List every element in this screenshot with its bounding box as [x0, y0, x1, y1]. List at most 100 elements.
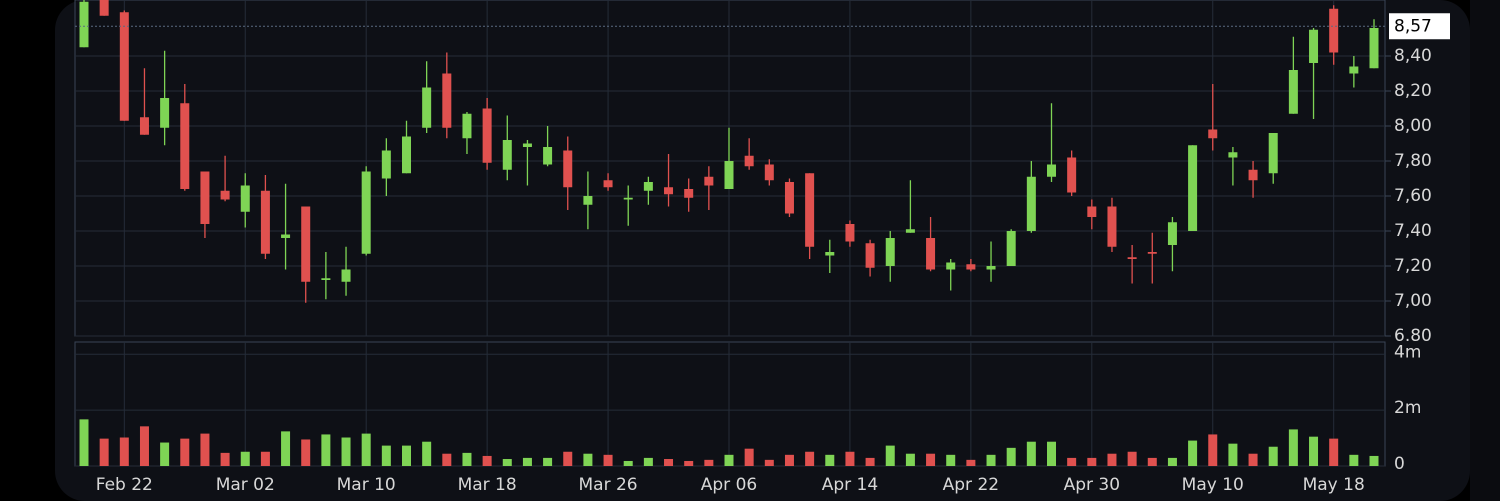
x-tick-label: Apr 22 — [943, 475, 999, 495]
volume-bar — [1147, 457, 1157, 466]
candle-body — [805, 173, 815, 247]
volume-bar — [926, 453, 936, 466]
y-tick-label: 8,40 — [1394, 46, 1432, 66]
volume-bar — [845, 451, 855, 466]
y-tick-label: 8,00 — [1394, 116, 1432, 136]
x-tick-label: May 10 — [1182, 475, 1244, 495]
last-price-box — [1389, 13, 1450, 40]
volume-bar — [1309, 436, 1319, 466]
volume-bar — [200, 433, 210, 466]
x-tick-label: Feb 22 — [96, 475, 153, 495]
candle-body — [341, 269, 351, 282]
y-tick-label: 6.80 — [1394, 326, 1432, 346]
candle-body — [99, 0, 109, 16]
candle-body — [583, 196, 593, 205]
volume-bar — [1329, 438, 1339, 466]
candle-body — [563, 150, 573, 188]
x-tick-label: Apr 30 — [1064, 475, 1120, 495]
candle-body — [1147, 252, 1157, 254]
volume-bar — [99, 438, 109, 466]
y-tick-label: 8,20 — [1394, 81, 1432, 101]
volume-bar — [361, 433, 371, 466]
candle-body — [281, 234, 291, 238]
x-tick-label: May 18 — [1303, 475, 1365, 495]
x-tick-label: Mar 02 — [216, 475, 275, 495]
volume-bar — [281, 431, 291, 466]
volume-bar — [341, 437, 351, 466]
candle-body — [200, 171, 210, 224]
candle-body — [1228, 152, 1238, 158]
candle-body — [220, 190, 230, 200]
candle-body — [643, 182, 653, 191]
volume-bar — [805, 451, 815, 466]
volume-bar — [966, 459, 976, 466]
volume-bar — [1026, 441, 1036, 466]
volume-bar — [1188, 440, 1198, 466]
candle-body — [442, 73, 452, 128]
volume-bar — [139, 426, 149, 466]
candle-body — [180, 103, 190, 189]
volume-bar — [986, 454, 996, 466]
candle-body — [744, 155, 754, 167]
candle-body — [684, 189, 694, 198]
candle-body — [240, 185, 250, 212]
volume-bar — [623, 460, 633, 466]
volume-bar — [79, 419, 89, 466]
candle-body — [79, 1, 89, 48]
volume-bar — [1067, 457, 1077, 466]
candle-body — [482, 108, 492, 163]
volume-bar — [1167, 457, 1177, 466]
candle-body — [603, 180, 613, 188]
volume-bar — [724, 454, 734, 466]
volume-bar — [825, 454, 835, 466]
candle-body — [1006, 231, 1016, 266]
volume-bar — [462, 452, 472, 466]
y-tick-label: 7,20 — [1394, 256, 1432, 276]
candle-body — [845, 224, 855, 242]
volume-bar — [1208, 434, 1218, 466]
volume-bar — [1268, 446, 1278, 466]
volume-bar — [865, 457, 875, 466]
volume-bar — [1349, 454, 1359, 466]
candle-body — [1026, 176, 1036, 231]
volume-bar — [1369, 455, 1379, 466]
volume-bar — [260, 451, 270, 466]
volume-bar — [946, 454, 956, 466]
volume-bar — [603, 454, 613, 466]
candle-body — [160, 98, 170, 128]
volume-bar — [422, 441, 432, 466]
candle-body — [1188, 145, 1198, 231]
volume-bar — [160, 442, 170, 466]
volume-bar — [381, 445, 391, 466]
candle-body — [502, 140, 512, 170]
candle-body — [260, 190, 270, 254]
volume-bar — [664, 459, 674, 466]
y-tick-label: 7,60 — [1394, 186, 1432, 206]
x-tick-label: Apr 06 — [701, 475, 757, 495]
candle-body — [1087, 206, 1097, 217]
candle-body — [764, 164, 774, 181]
x-tick-label: Mar 10 — [337, 475, 396, 495]
volume-bar — [1087, 457, 1097, 466]
candle-body — [462, 113, 472, 139]
candle-body — [1309, 29, 1319, 63]
volume-bar — [1107, 453, 1117, 466]
volume-bar — [764, 459, 774, 466]
candle-body — [664, 187, 674, 195]
volume-bar — [301, 439, 311, 466]
volume-bar — [1006, 447, 1016, 466]
candle-body — [1268, 133, 1278, 174]
candle-body — [825, 252, 835, 256]
volume-bar — [744, 448, 754, 466]
candle-body — [926, 238, 936, 270]
volume-bar — [522, 457, 532, 466]
candle-body — [522, 143, 532, 147]
volume-bar — [1288, 429, 1298, 466]
volume-bar — [905, 453, 915, 466]
candle-body — [905, 229, 915, 233]
y-tick-label: 7,40 — [1394, 221, 1432, 241]
volume-bar — [684, 460, 694, 466]
volume-bar — [1228, 443, 1238, 466]
right-edge — [1470, 0, 1500, 501]
candle-body — [1329, 8, 1339, 53]
